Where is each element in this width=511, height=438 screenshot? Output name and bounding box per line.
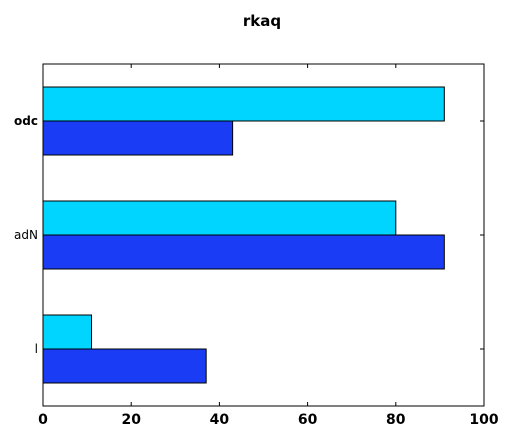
y-tick-label-odc: odc (14, 114, 38, 128)
x-tick-label-60: 60 (298, 412, 318, 428)
x-tick-label-40: 40 (210, 412, 230, 428)
bar-odc-series2 (42, 120, 234, 156)
x-tick-label-0: 0 (38, 412, 48, 428)
x-tick-label-20: 20 (121, 412, 141, 428)
y-tick-label-l: l (35, 342, 38, 356)
x-tick-label-80: 80 (386, 412, 406, 428)
x-tick-label-100: 100 (469, 412, 498, 428)
plot-frame (42, 63, 485, 407)
labels-layer: l adN odc 0 20 40 60 80 100 (14, 114, 499, 428)
bar-odc-series1 (42, 86, 445, 122)
chart-title: rkaq (243, 12, 281, 30)
y-tick-label-adN: adN (14, 228, 38, 242)
bar-adN-series1 (42, 200, 397, 236)
bars-layer (42, 86, 445, 384)
bar-adN-series2 (42, 234, 445, 270)
bar-l-series2 (42, 348, 207, 384)
bar-l-series1 (42, 314, 93, 350)
